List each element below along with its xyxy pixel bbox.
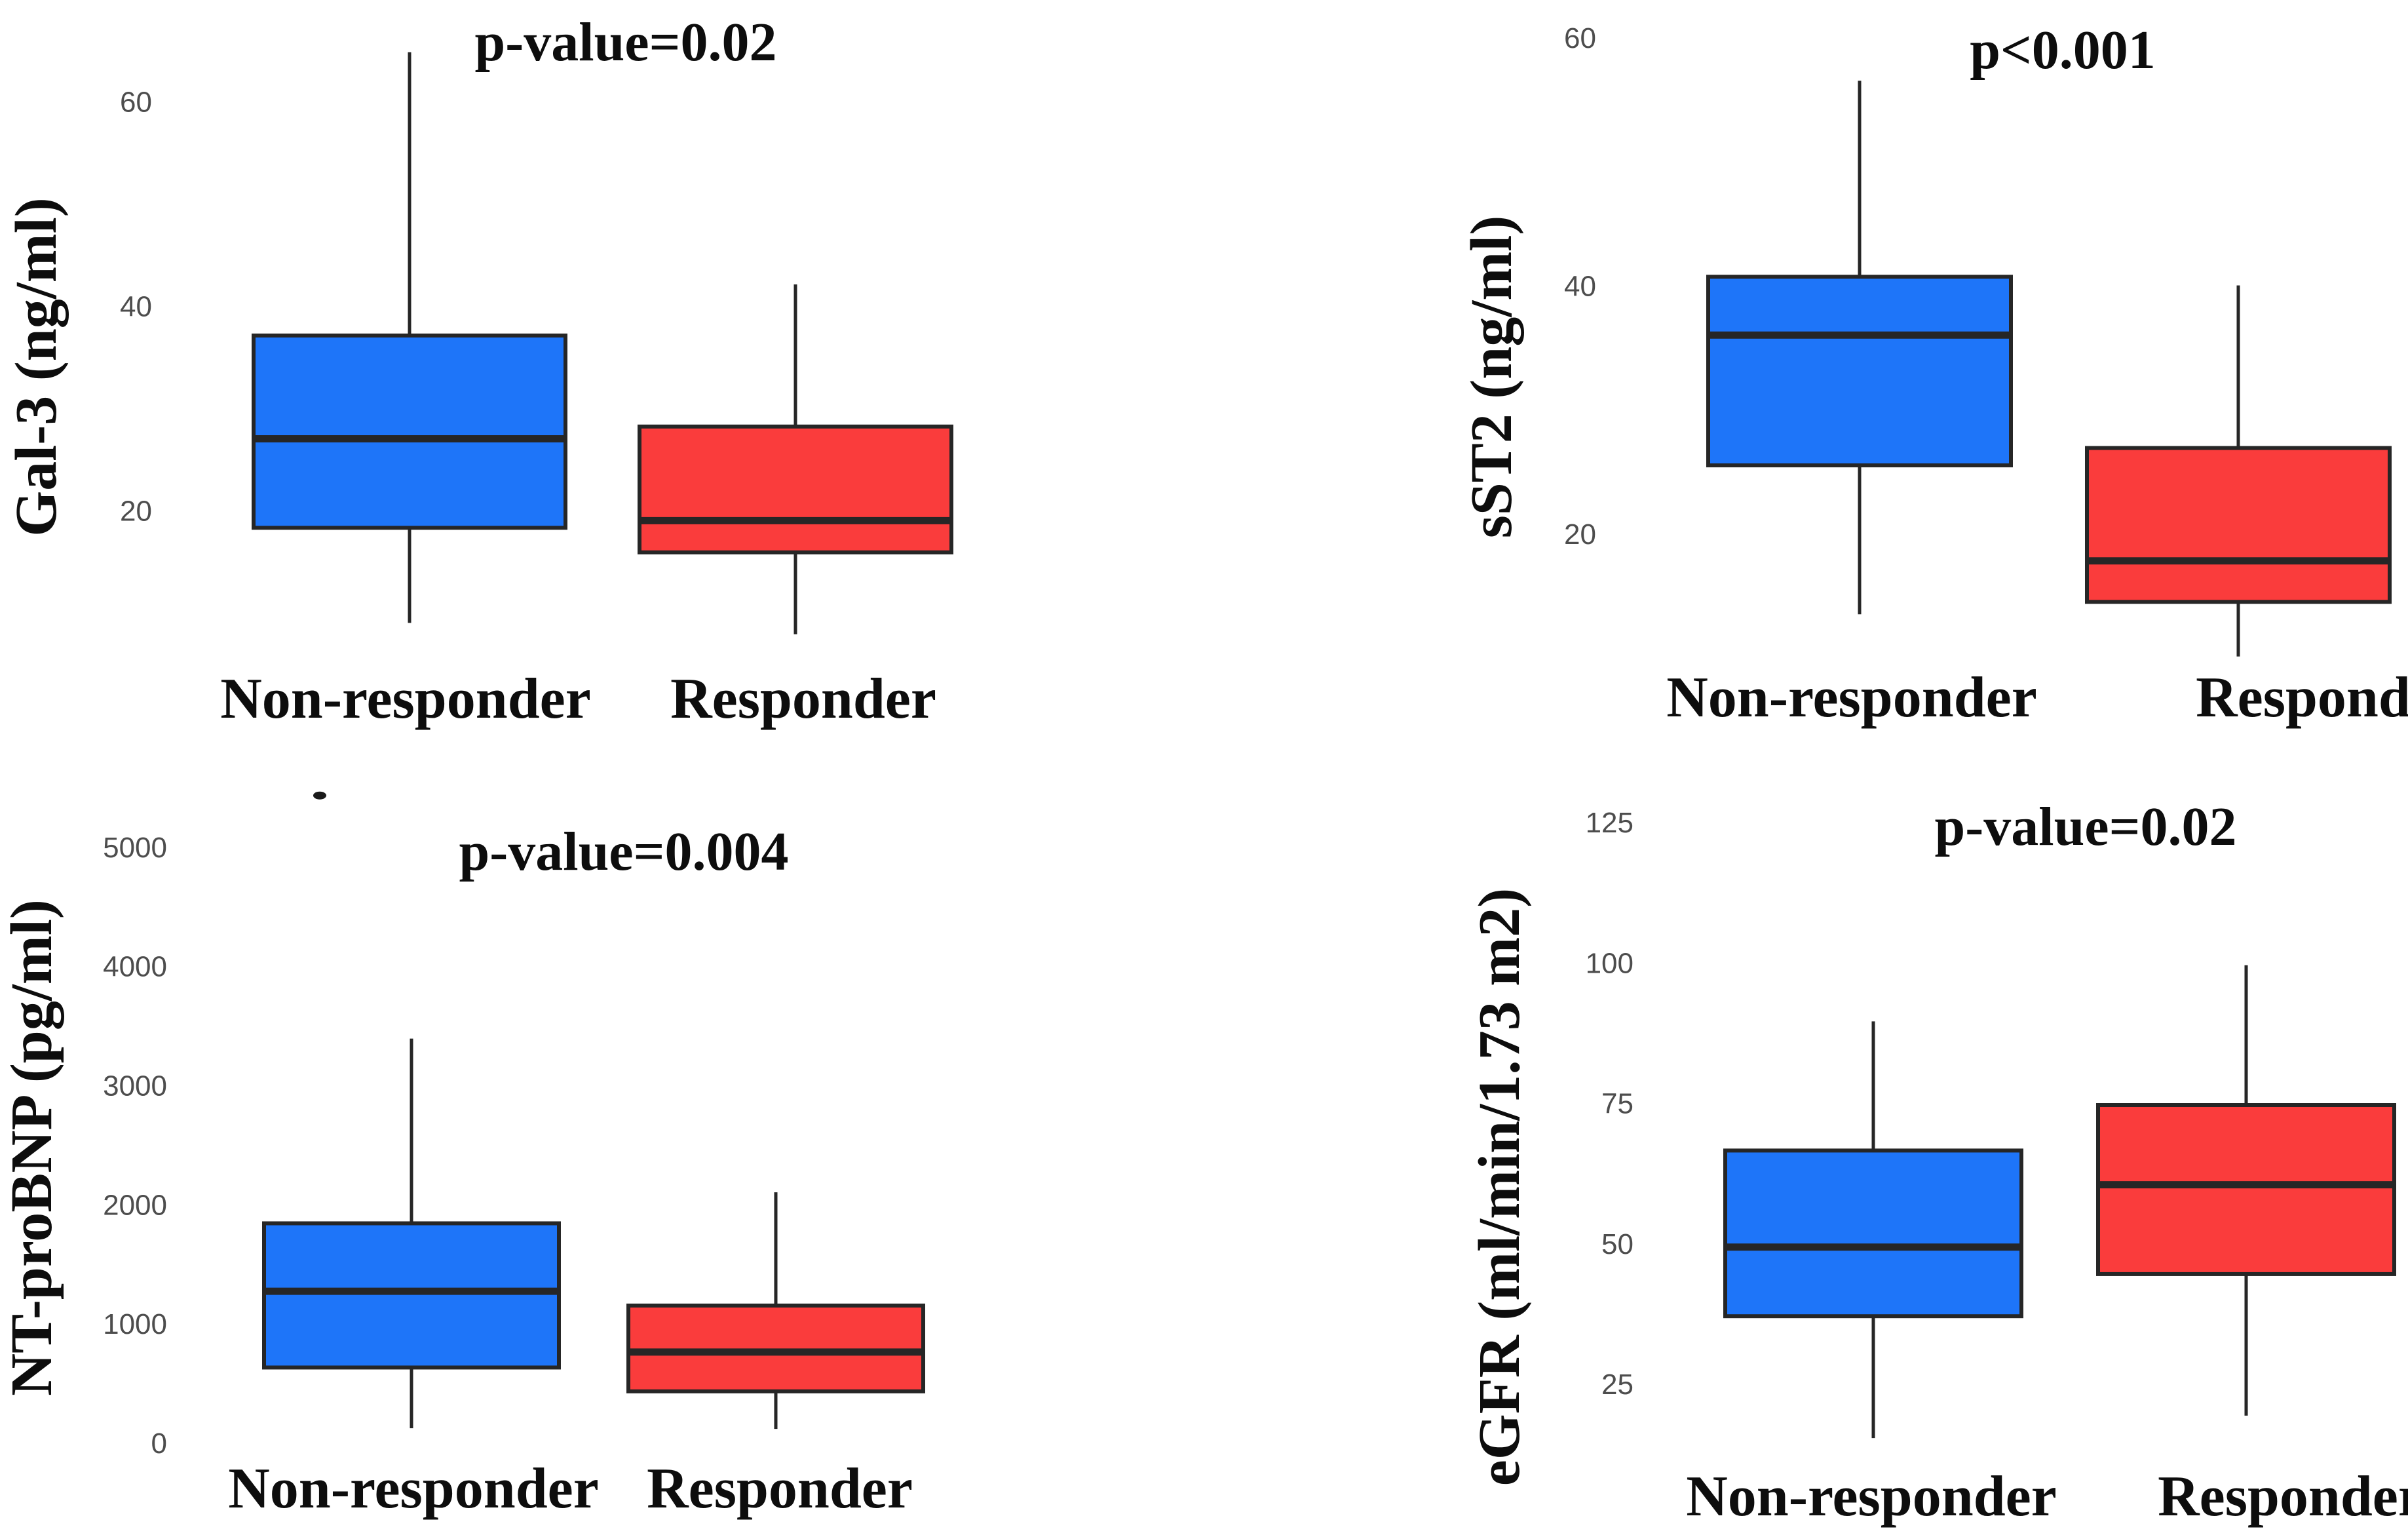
x-category-label-non-responder: Non-responder — [228, 1457, 599, 1521]
iqr-box-non-responder — [1706, 275, 2013, 468]
iqr-box-non-responder — [262, 1221, 561, 1370]
x-category-label-non-responder: Non-responder — [220, 667, 591, 731]
y-axis-title: NT-proBNP (pg/ml) — [0, 899, 64, 1396]
panel-egfr: 25 50 75 100 125 eGFR (ml/min/1.73 m2) p-value… — [1204, 768, 2408, 1535]
boxplot-svg-ntprobnp: 0 1000 2000 3000 4000 5000 NT-proBNP (pg/ml) p-… — [0, 791, 925, 1521]
p-value-annotation: p<0.001 — [1970, 20, 2156, 81]
iqr-box-non-responder — [1723, 1148, 2023, 1319]
y-tick-label: 60 — [1564, 22, 1596, 54]
y-tick-label: 40 — [120, 291, 152, 323]
boxplot-svg-egfr: 25 50 75 100 125 eGFR (ml/min/1.73 m2) p-value… — [1467, 796, 2408, 1528]
y-tick-label: 50 — [1601, 1228, 1634, 1260]
y-tick-label: 2000 — [103, 1189, 167, 1221]
panel-gal3: 20 40 60 Gal-3 (ng/ml) p-value=0.02 Non-respo… — [0, 0, 1204, 768]
y-tick-label: 60 — [120, 87, 152, 119]
p-value-annotation: p-value=0.004 — [459, 821, 789, 882]
x-category-label-responder: Responder — [647, 1457, 913, 1521]
x-category-label-responder: Responder — [2196, 666, 2408, 729]
y-axis-title: sST2 (ng/ml) — [1459, 216, 1524, 539]
y-axis-title: eGFR (ml/min/1.73 m2) — [1467, 888, 1532, 1486]
y-tick-label: 40 — [1564, 270, 1596, 302]
panel-ntprobnp: 0 1000 2000 3000 4000 5000 NT-proBNP (pg/ml) p-… — [0, 768, 1204, 1535]
y-tick-label: 100 — [1586, 947, 1634, 979]
y-tick-label: 20 — [1564, 518, 1596, 551]
y-tick-label: 125 — [1586, 807, 1634, 839]
y-tick-label: 4000 — [103, 951, 167, 983]
y-tick-label: 0 — [151, 1428, 167, 1460]
panel-sst2: 20 40 60 sST2 (ng/ml) p<0.001 Non-responder Re… — [1204, 0, 2408, 768]
x-category-label-responder: Responder — [2158, 1465, 2408, 1528]
outlier-dot — [313, 791, 326, 800]
iqr-box-responder — [2085, 446, 2392, 604]
iqr-box-responder — [638, 424, 953, 554]
y-tick-label: 25 — [1601, 1369, 1634, 1401]
y-tick-label: 75 — [1601, 1088, 1634, 1120]
p-value-annotation: p-value=0.02 — [475, 12, 777, 73]
y-tick-label: 1000 — [103, 1308, 167, 1340]
p-value-annotation: p-value=0.02 — [1935, 796, 2237, 857]
boxplot-svg-gal3: 20 40 60 Gal-3 (ng/ml) p-value=0.02 Non-respo… — [4, 12, 953, 731]
x-category-label-non-responder: Non-responder — [1686, 1465, 2057, 1528]
y-tick-label: 3000 — [103, 1070, 167, 1102]
y-tick-label: 20 — [120, 495, 152, 528]
y-tick-label: 5000 — [103, 832, 167, 864]
iqr-box-non-responder — [252, 333, 567, 530]
boxplot-svg-sst2: 20 40 60 sST2 (ng/ml) p<0.001 Non-responder Re… — [1459, 20, 2408, 729]
x-category-label-responder: Responder — [670, 667, 936, 731]
x-category-label-non-responder: Non-responder — [1666, 666, 2037, 729]
iqr-box-responder — [2096, 1103, 2396, 1276]
y-axis-title: Gal-3 (ng/ml) — [4, 197, 69, 536]
